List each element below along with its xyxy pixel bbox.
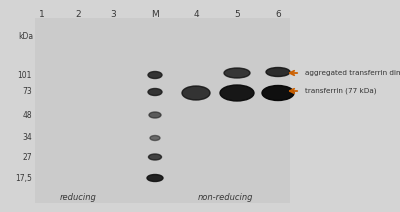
Text: kDa: kDa (18, 32, 33, 41)
Text: 4: 4 (193, 10, 199, 19)
Ellipse shape (224, 68, 250, 78)
Text: non-reducing: non-reducing (197, 194, 253, 202)
Text: 27: 27 (22, 152, 32, 162)
Ellipse shape (266, 67, 290, 77)
Ellipse shape (149, 112, 161, 118)
Ellipse shape (262, 85, 294, 100)
Ellipse shape (150, 135, 160, 141)
Text: 34: 34 (22, 134, 32, 142)
Text: 73: 73 (22, 88, 32, 96)
Ellipse shape (147, 174, 163, 181)
Ellipse shape (182, 86, 210, 100)
Text: 17,5: 17,5 (15, 173, 32, 183)
Ellipse shape (148, 71, 162, 78)
Text: reducing: reducing (60, 194, 96, 202)
Text: 101: 101 (18, 71, 32, 80)
Text: 2: 2 (75, 10, 81, 19)
Text: 48: 48 (22, 110, 32, 120)
Text: 6: 6 (275, 10, 281, 19)
Text: aggregated transferrin dimer: aggregated transferrin dimer (305, 70, 400, 76)
Text: 1: 1 (39, 10, 45, 19)
Ellipse shape (148, 88, 162, 95)
Text: transferrin (77 kDa): transferrin (77 kDa) (305, 88, 376, 94)
Ellipse shape (148, 154, 162, 160)
Ellipse shape (220, 85, 254, 101)
Text: 5: 5 (234, 10, 240, 19)
Bar (35, 18, 290, 203)
Text: 3: 3 (110, 10, 116, 19)
Text: M: M (151, 10, 159, 19)
